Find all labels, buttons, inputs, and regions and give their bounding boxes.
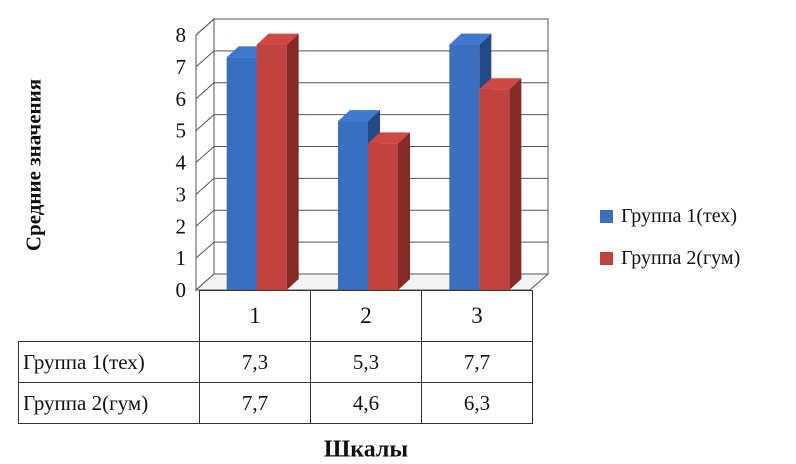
table-header-row: 1 2 3: [19, 290, 533, 342]
bar: [256, 44, 287, 290]
table-cell: 7,7: [199, 382, 311, 424]
table-row-series-1: Группа 1(тех) 7,3 5,3 7,7: [18, 341, 533, 383]
bar-top: [449, 33, 492, 45]
y-tick-label: 1: [176, 246, 187, 270]
bar-side: [286, 33, 299, 290]
bar-side: [398, 132, 410, 290]
y-tick-label: 5: [176, 119, 187, 143]
legend-swatch-series-1: [600, 209, 613, 223]
y-tick-label: 7: [176, 55, 187, 79]
category-label: 1: [199, 290, 311, 342]
legend-item-series-1: Группа 1(тех): [600, 201, 740, 231]
category-label: 2: [310, 290, 422, 342]
bar-top: [479, 78, 522, 90]
bar: [338, 121, 368, 290]
table-row-series-2: Группа 2(гум) 7,7 4,6 6,3: [18, 382, 533, 424]
y-axis-label: Средние значения: [21, 78, 46, 252]
y-tick-label: 4: [176, 151, 187, 175]
gridline: [195, 18, 548, 36]
y-tick-label: 0: [176, 278, 187, 302]
bar: [226, 57, 257, 290]
table-cell: 6,3: [421, 382, 533, 424]
bar: [449, 44, 480, 290]
table-row-label: Группа 1(тех): [18, 341, 200, 383]
category-label: 3: [421, 290, 533, 342]
y-tick-label: 6: [176, 87, 187, 111]
bar-top: [368, 132, 410, 144]
legend-label-series-2: Группа 2(гум): [621, 246, 741, 269]
gridline: [195, 114, 548, 131]
x-axis-label: Шкалы: [323, 436, 409, 463]
table-cell: 5,3: [310, 341, 422, 383]
gridline: [195, 146, 548, 163]
y-tick-label: 3: [176, 182, 187, 206]
bar: [368, 143, 398, 290]
bar-top: [256, 33, 299, 45]
bar-top: [338, 110, 380, 122]
table-cell: 7,7: [421, 341, 533, 383]
y-tick-label: 8: [176, 23, 187, 47]
gridline: [195, 82, 548, 100]
legend: Группа 1(тех) Группа 2(гум): [600, 201, 740, 285]
table-cell: 4,6: [310, 382, 422, 424]
table-cell: 7,3: [199, 341, 311, 383]
legend-label-series-1: Группа 1(тех): [621, 204, 737, 227]
gridline: [195, 209, 548, 227]
y-tick-label: 2: [176, 214, 187, 238]
bar: [479, 89, 510, 290]
gridline: [195, 241, 548, 259]
gridline: [195, 50, 548, 68]
data-table: 1 2 3 Группа 1(тех) 7,3 5,3 7,7 Группа 2…: [18, 290, 533, 424]
bar-side: [509, 78, 522, 290]
gridline: [195, 177, 548, 195]
table-corner: [19, 291, 200, 342]
table-row-label: Группа 2(гум): [18, 382, 200, 424]
legend-swatch-series-2: [600, 251, 613, 265]
legend-item-series-2: Группа 2(гум): [600, 243, 740, 273]
